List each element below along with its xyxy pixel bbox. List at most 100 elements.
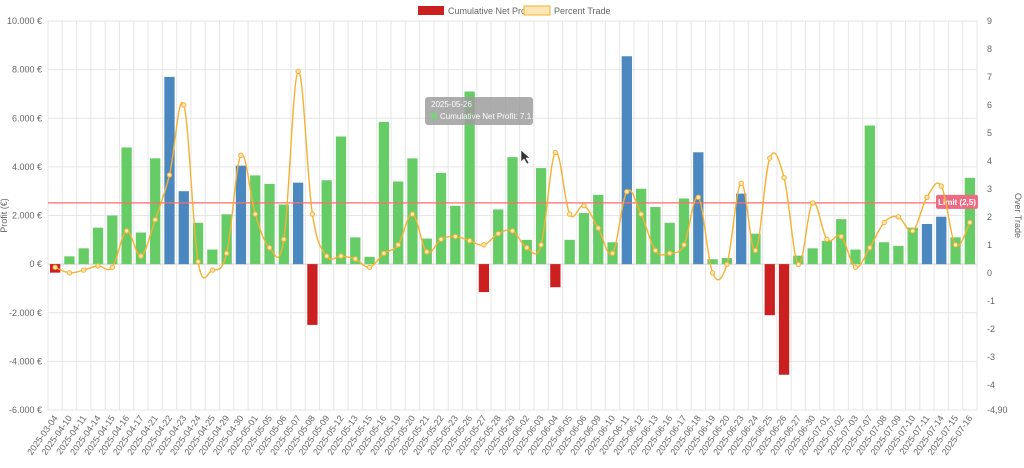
bar-2025-07-03[interactable] bbox=[850, 249, 861, 265]
point-2025-06-24[interactable] bbox=[752, 247, 759, 254]
bar-2025-05-01[interactable] bbox=[250, 175, 261, 265]
point-2025-05-20[interactable] bbox=[409, 211, 416, 217]
bar-2025-06-05[interactable] bbox=[564, 239, 575, 265]
bar-2025-05-20[interactable] bbox=[407, 158, 418, 265]
point-2025-04-23[interactable] bbox=[181, 102, 187, 108]
bar-2025-07-02[interactable] bbox=[836, 219, 847, 265]
point-2025-06-05[interactable] bbox=[566, 211, 573, 217]
bar-2025-07-10[interactable] bbox=[907, 227, 918, 265]
point-2025-07-10[interactable] bbox=[909, 228, 916, 234]
bar-2025-06-11[interactable] bbox=[621, 56, 632, 265]
bar-2025-04-14[interactable] bbox=[92, 227, 104, 265]
point-2025-07-11[interactable] bbox=[924, 194, 930, 201]
bar-2025-05-29[interactable] bbox=[507, 157, 518, 265]
bar-2025-04-22[interactable] bbox=[164, 76, 175, 265]
point-2025-06-04[interactable] bbox=[552, 149, 559, 156]
bar-2025-05-27[interactable] bbox=[478, 264, 490, 293]
bar-2025-04-21[interactable] bbox=[150, 158, 161, 265]
point-2025-06-25[interactable] bbox=[767, 155, 773, 161]
point-2025-05-19[interactable] bbox=[395, 242, 401, 248]
point-2025-05-15[interactable] bbox=[366, 264, 373, 270]
point-2025-06-02[interactable] bbox=[524, 244, 530, 251]
bar-2025-05-08[interactable] bbox=[307, 264, 318, 325]
bar-2025-05-13[interactable] bbox=[350, 237, 361, 265]
bar-2025-05-16[interactable] bbox=[378, 121, 390, 265]
bar-2025-06-04[interactable] bbox=[550, 264, 561, 288]
point-2025-07-01[interactable] bbox=[824, 236, 830, 242]
point-2025-04-24[interactable] bbox=[195, 258, 201, 265]
bar-2025-04-11[interactable] bbox=[78, 248, 89, 265]
point-2025-05-12[interactable] bbox=[338, 253, 344, 259]
point-2025-06-13[interactable] bbox=[652, 247, 659, 254]
point-2025-06-27[interactable] bbox=[795, 261, 802, 268]
bar-2025-05-12[interactable] bbox=[335, 136, 347, 265]
bar-2025-05-05[interactable] bbox=[264, 183, 275, 265]
bar-2025-04-25[interactable] bbox=[207, 249, 218, 265]
point-2025-07-09[interactable] bbox=[895, 214, 902, 220]
point-2025-06-19[interactable] bbox=[709, 270, 716, 276]
bar-2025-06-20[interactable] bbox=[721, 258, 733, 265]
point-2025-06-11[interactable] bbox=[624, 189, 630, 195]
bar-2025-05-07[interactable] bbox=[292, 182, 304, 265]
point-2025-04-11[interactable] bbox=[81, 267, 87, 273]
bar-2025-07-15[interactable] bbox=[950, 237, 961, 265]
point-2025-05-05[interactable] bbox=[266, 244, 273, 251]
point-2025-04-22[interactable] bbox=[166, 172, 173, 178]
point-2025-03-04[interactable] bbox=[52, 264, 58, 270]
bar-2025-05-28[interactable] bbox=[493, 209, 504, 265]
point-2025-04-10[interactable] bbox=[66, 270, 73, 276]
point-2025-05-06[interactable] bbox=[281, 236, 287, 242]
bar-2025-05-26[interactable] bbox=[464, 91, 475, 265]
legend-item-cumulative-net-profit[interactable]: Cumulative Net Profit bbox=[418, 6, 534, 16]
bar-2025-04-23[interactable] bbox=[178, 191, 189, 265]
bar-2025-07-09[interactable] bbox=[893, 245, 904, 265]
bar-2025-04-16[interactable] bbox=[121, 147, 132, 265]
point-2025-04-15[interactable] bbox=[109, 264, 116, 270]
bar-2025-06-16[interactable] bbox=[664, 222, 675, 265]
point-2025-04-17[interactable] bbox=[138, 253, 144, 259]
point-2025-05-07[interactable] bbox=[295, 68, 301, 75]
bar-2025-06-06[interactable] bbox=[578, 213, 590, 265]
bar-2025-05-22[interactable] bbox=[435, 172, 447, 265]
legend-item-percent-trade[interactable]: Percent Trade bbox=[523, 5, 611, 16]
point-2025-05-08[interactable] bbox=[309, 211, 316, 217]
bar-2025-04-29[interactable] bbox=[221, 214, 232, 265]
bar-2025-04-10[interactable] bbox=[64, 256, 75, 265]
bar-2025-06-13[interactable] bbox=[650, 206, 661, 265]
point-2025-06-09[interactable] bbox=[595, 225, 601, 231]
point-2025-04-30[interactable] bbox=[238, 152, 244, 159]
point-2025-04-14[interactable] bbox=[95, 263, 101, 269]
bar-2025-06-30[interactable] bbox=[807, 248, 818, 265]
point-2025-05-16[interactable] bbox=[381, 250, 387, 256]
point-2025-05-09[interactable] bbox=[324, 253, 330, 259]
point-2025-05-26[interactable] bbox=[466, 237, 473, 244]
point-2025-06-23[interactable] bbox=[738, 180, 744, 187]
point-2025-07-14[interactable] bbox=[938, 183, 944, 189]
bar-2025-05-09[interactable] bbox=[321, 180, 332, 265]
bar-2025-06-02[interactable] bbox=[521, 239, 532, 265]
bar-2025-07-11[interactable] bbox=[921, 224, 933, 265]
point-2025-05-27[interactable] bbox=[481, 242, 487, 248]
bar-2025-06-03[interactable] bbox=[535, 168, 547, 265]
point-2025-06-26[interactable] bbox=[781, 175, 787, 181]
bar-2025-06-27[interactable] bbox=[793, 255, 804, 265]
bar-2025-04-24[interactable] bbox=[192, 222, 204, 265]
point-2025-05-28[interactable] bbox=[495, 230, 501, 237]
point-2025-06-17[interactable] bbox=[681, 242, 687, 248]
point-2025-07-15[interactable] bbox=[952, 242, 959, 248]
bar-2025-05-19[interactable] bbox=[393, 181, 404, 265]
point-2025-05-01[interactable] bbox=[252, 211, 258, 217]
point-2025-04-16[interactable] bbox=[123, 228, 130, 234]
point-2025-07-03[interactable] bbox=[852, 264, 859, 270]
point-2025-06-20[interactable] bbox=[724, 261, 730, 268]
point-2025-06-18[interactable] bbox=[695, 194, 701, 201]
bar-2025-07-14[interactable] bbox=[936, 216, 947, 265]
point-2025-06-30[interactable] bbox=[809, 200, 816, 206]
bar-2025-06-12[interactable] bbox=[635, 188, 647, 265]
point-2025-07-16[interactable] bbox=[967, 219, 973, 226]
bar-2025-07-01[interactable] bbox=[821, 241, 833, 265]
point-2025-07-02[interactable] bbox=[838, 233, 844, 240]
point-2025-06-12[interactable] bbox=[638, 211, 644, 217]
bar-2025-07-08[interactable] bbox=[878, 242, 890, 265]
bar-2025-04-15[interactable] bbox=[107, 215, 118, 265]
